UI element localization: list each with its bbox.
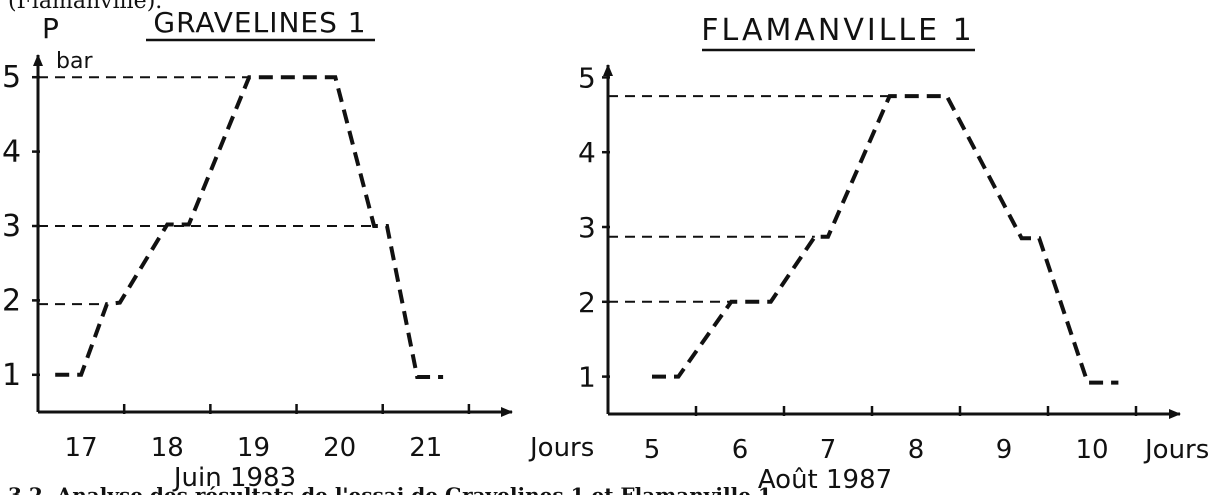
x-tick-label: 21 bbox=[409, 433, 442, 463]
x-axis-label: Jours bbox=[1143, 435, 1209, 465]
chart-title: GRAVELINES 1 bbox=[153, 6, 366, 39]
period-label: Août 1987 bbox=[758, 465, 892, 495]
y-axis-unit: bar bbox=[56, 49, 93, 74]
pressure-series-line bbox=[652, 94, 1119, 385]
y-tick-label: 4 bbox=[578, 136, 596, 169]
y-tick-label: 4 bbox=[2, 135, 21, 170]
chart-flamanville: 1 2 3 4 5 5 6 7 8 9 10 FLAMANVILLE 1 Jours Août 19… bbox=[578, 13, 1209, 495]
y-tick-label: 2 bbox=[578, 286, 596, 319]
top-caption: (Flamanville). bbox=[8, 0, 162, 14]
bottom-caption: 3.2. Analyse des résultats de l'essai de… bbox=[8, 483, 772, 495]
y-tick-label: 3 bbox=[578, 211, 596, 244]
plot-layer: 1 2 3 4 5 17 18 19 20 21 bbox=[2, 54, 513, 463]
y-tick-label: 2 bbox=[2, 283, 21, 318]
x-tick-label: 17 bbox=[65, 433, 98, 463]
plot-layer: 1 2 3 4 5 5 6 7 8 9 10 bbox=[578, 61, 1181, 465]
y-tick-label: 3 bbox=[2, 209, 21, 244]
x-tick-label: 6 bbox=[732, 435, 749, 465]
x-tick-label: 10 bbox=[1075, 435, 1108, 465]
x-tick-label: 8 bbox=[908, 435, 925, 465]
x-tick-label: 18 bbox=[151, 433, 184, 463]
y-tick-label: 1 bbox=[578, 361, 596, 394]
y-tick-label: 5 bbox=[2, 60, 21, 95]
x-tick-label: 19 bbox=[237, 433, 270, 463]
y-tick-label: 5 bbox=[578, 61, 596, 94]
x-tick-label: 5 bbox=[644, 435, 661, 465]
x-tick-label: 9 bbox=[996, 435, 1013, 465]
period-label: Juin 1983 bbox=[172, 463, 296, 493]
x-axis-label: Jours bbox=[528, 433, 594, 463]
chart-title: FLAMANVILLE 1 bbox=[701, 13, 974, 48]
x-tick-label: 7 bbox=[820, 435, 837, 465]
y-tick-label: 1 bbox=[2, 358, 21, 393]
y-axis-symbol: P bbox=[42, 12, 59, 45]
pressure-series-line bbox=[55, 75, 444, 379]
x-tick-label: 20 bbox=[323, 433, 356, 463]
